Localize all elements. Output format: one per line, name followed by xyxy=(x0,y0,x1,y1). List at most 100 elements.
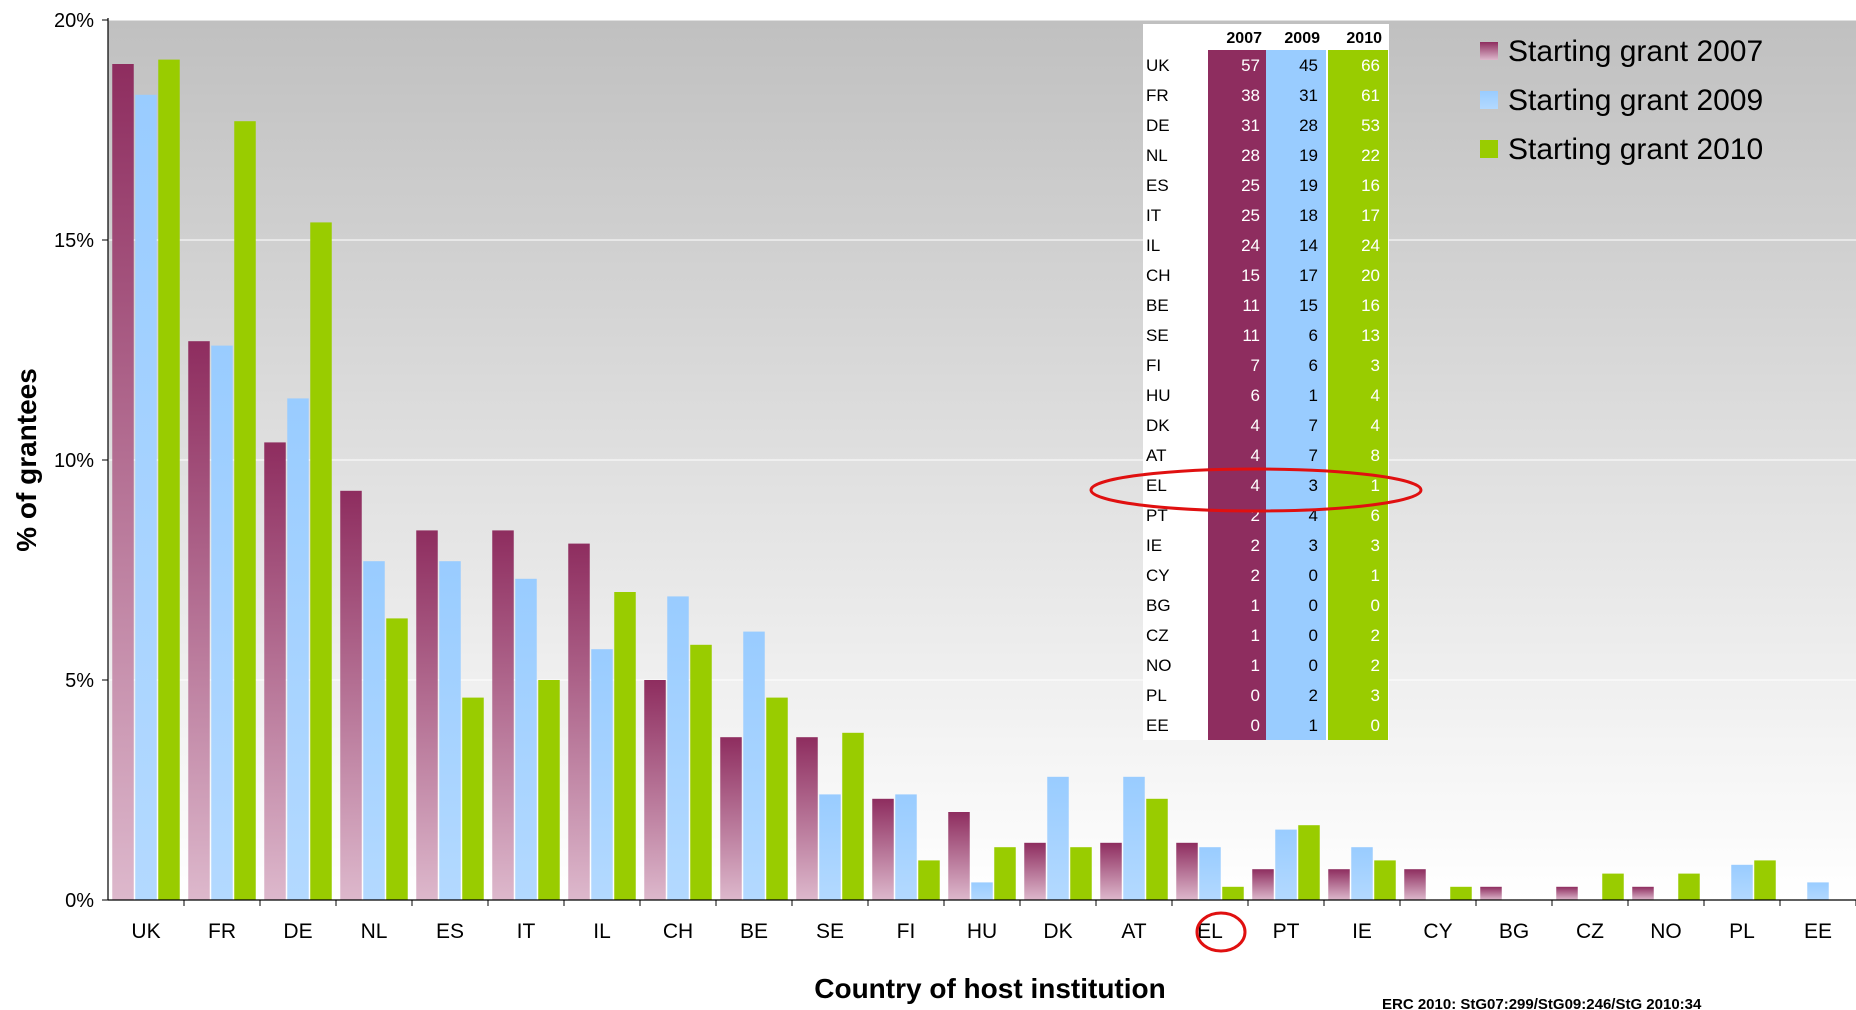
table-header: 2009 xyxy=(1284,30,1320,47)
table-country-label: CZ xyxy=(1146,626,1169,645)
bar-EL-2 xyxy=(1222,886,1244,900)
x-tick-label: CY xyxy=(1423,920,1452,943)
x-tick-label: CZ xyxy=(1576,920,1604,943)
table-country-label: EL xyxy=(1146,476,1167,495)
bar-AT-2 xyxy=(1146,798,1168,900)
bar-BE-1 xyxy=(743,631,765,900)
x-tick-label: DE xyxy=(283,920,312,943)
table-value: 6 xyxy=(1251,386,1260,405)
x-tick-labels: UK FR DE NL ES IT IL CH BE SE FI HU DK AT EL PT IE CY BG CZ… xyxy=(131,920,1832,943)
legend-swatch-2 xyxy=(1480,140,1498,158)
y-tick-label: 5% xyxy=(65,670,94,692)
table-value: 6 xyxy=(1371,506,1380,525)
bar-CZ-2 xyxy=(1602,873,1624,900)
table-country-label: PT xyxy=(1146,506,1168,525)
table-value: 7 xyxy=(1309,416,1318,435)
table-value: 4 xyxy=(1251,446,1260,465)
table-country-label: EE xyxy=(1146,716,1169,735)
table-country-label: AT xyxy=(1146,446,1166,465)
bar-FI-1 xyxy=(895,794,917,900)
bar-IE-2 xyxy=(1374,860,1396,900)
table-value: 31 xyxy=(1299,86,1318,105)
bar-DE-2 xyxy=(310,222,332,900)
table-column-2007 xyxy=(1208,50,1268,740)
table-value: 57 xyxy=(1241,56,1260,75)
bar-NL-1 xyxy=(363,561,385,900)
bar-UK-0 xyxy=(112,64,134,900)
table-value: 1 xyxy=(1309,386,1318,405)
bar-IE-0 xyxy=(1328,869,1350,900)
table-value: 17 xyxy=(1361,206,1380,225)
table-country-label: CH xyxy=(1146,266,1171,285)
table-value: 0 xyxy=(1251,686,1260,705)
axes xyxy=(107,18,1856,906)
x-tick-label: CH xyxy=(663,920,693,943)
table-column-2010 xyxy=(1328,50,1388,740)
bar-EE-1 xyxy=(1807,882,1829,900)
table-value: 1 xyxy=(1371,566,1380,585)
table-country-label: UK xyxy=(1146,56,1170,75)
bar-CH-2 xyxy=(690,644,712,900)
bar-NO-0 xyxy=(1632,886,1654,900)
bar-EL-1 xyxy=(1199,847,1221,900)
x-tick-label: PT xyxy=(1273,920,1300,943)
table-value: 15 xyxy=(1241,266,1260,285)
table-value: 66 xyxy=(1361,56,1380,75)
bar-ES-2 xyxy=(462,697,484,900)
table-value: 2 xyxy=(1251,566,1260,585)
legend-label: Starting grant 2007 xyxy=(1508,35,1763,68)
table-value: 7 xyxy=(1309,446,1318,465)
x-tick-label: EE xyxy=(1804,920,1832,943)
bar-DE-0 xyxy=(264,442,286,900)
bar-FI-0 xyxy=(872,798,894,900)
bar-HU-2 xyxy=(994,847,1016,900)
table-value: 11 xyxy=(1242,296,1260,315)
x-tick-label: DK xyxy=(1043,920,1072,943)
table-value: 16 xyxy=(1361,296,1380,315)
table-value: 8 xyxy=(1371,446,1380,465)
table-value: 7 xyxy=(1251,356,1260,375)
bar-IT-1 xyxy=(515,578,537,900)
table-value: 15 xyxy=(1299,296,1318,315)
bar-DE-1 xyxy=(287,398,309,900)
table-value: 0 xyxy=(1371,716,1380,735)
x-tick-label: NO xyxy=(1650,920,1682,943)
table-country-label: CY xyxy=(1146,566,1170,585)
bar-PL-1 xyxy=(1731,864,1753,900)
bar-UK-2 xyxy=(158,59,180,901)
bar-IE-1 xyxy=(1351,847,1373,900)
x-tick-label: IE xyxy=(1352,920,1372,943)
x-tick-label: BE xyxy=(740,920,768,943)
bar-BE-0 xyxy=(720,737,742,900)
table-country-label: IT xyxy=(1146,206,1161,225)
x-tick-label: IT xyxy=(517,920,536,943)
table-value: 53 xyxy=(1361,116,1380,135)
bar-PT-1 xyxy=(1275,829,1297,900)
y-tick-label: 15% xyxy=(54,230,94,252)
bar-FR-0 xyxy=(188,341,210,900)
y-axis-title: % of grantees xyxy=(11,368,42,552)
table-value: 28 xyxy=(1241,146,1260,165)
table-value: 14 xyxy=(1299,236,1318,255)
table-value: 2 xyxy=(1371,656,1380,675)
table-value: 3 xyxy=(1371,536,1380,555)
bar-IL-2 xyxy=(614,592,636,900)
highlight-ellipse-axis xyxy=(1195,911,1247,953)
bar-PT-0 xyxy=(1252,869,1274,900)
table-country-label: IL xyxy=(1146,236,1160,255)
table-header: 2007 xyxy=(1226,30,1262,47)
bar-IT-2 xyxy=(538,680,560,900)
table-value: 2 xyxy=(1251,506,1260,525)
table-value: 4 xyxy=(1371,416,1380,435)
table-value: 2 xyxy=(1251,536,1260,555)
table-header: 2010 xyxy=(1346,30,1382,47)
table-value: 25 xyxy=(1241,206,1260,225)
bar-BG-0 xyxy=(1480,886,1502,900)
table-country-label: FI xyxy=(1146,356,1161,375)
table-value: 3 xyxy=(1371,356,1380,375)
table-country-label: BG xyxy=(1146,596,1171,615)
bar-PL-2 xyxy=(1754,860,1776,900)
table-country-label: NO xyxy=(1146,656,1172,675)
bar-UK-1 xyxy=(135,94,157,901)
